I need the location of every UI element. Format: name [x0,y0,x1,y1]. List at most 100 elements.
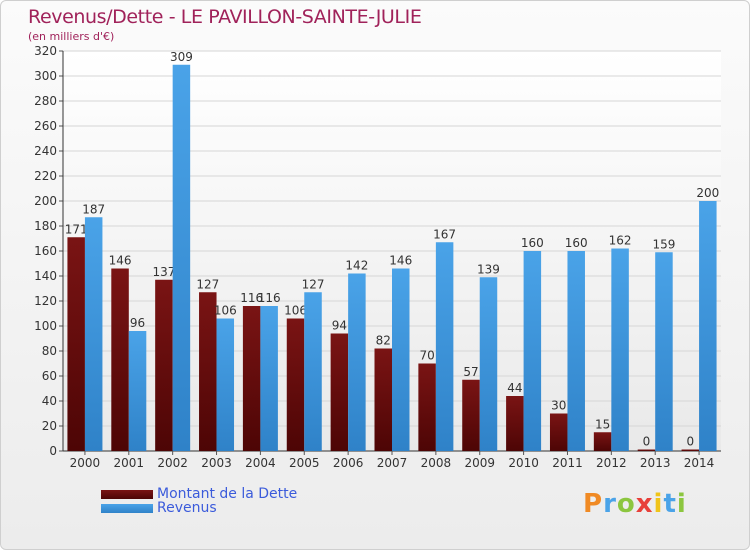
x-tick-label: 2012 [596,456,627,470]
bar-revenue [304,292,322,451]
bar-debt [549,413,568,451]
y-tick-label: 320 [34,44,57,58]
y-tick-label: 300 [34,69,57,83]
bar-revenue [435,242,454,451]
bar-debt [637,449,656,451]
data-label-revenue: 127 [302,277,325,291]
data-label-revenue: 142 [345,259,368,273]
data-label-debt: 106 [284,304,307,318]
bar-revenue [567,251,585,451]
data-label-revenue: 146 [389,254,412,268]
data-label-revenue: 159 [652,237,675,251]
bar-revenue [128,331,147,451]
bar-revenue [260,306,278,451]
bar-revenue [655,252,673,451]
data-label-debt: 70 [419,349,434,363]
legend-label-revenue: Revenus [157,500,217,516]
data-label-debt: 171 [65,222,88,236]
y-tick-label: 60 [42,369,57,383]
x-tick-label: 2001 [114,456,145,470]
y-tick-label: 20 [42,419,57,433]
data-label-revenue: 116 [258,291,281,305]
x-tick-label: 2009 [464,456,495,470]
x-tick-label: 2011 [552,456,583,470]
y-tick-label: 120 [34,294,57,308]
bar-debt [462,379,480,451]
bar-revenue [611,248,629,451]
data-label-debt: 57 [463,365,478,379]
data-label-revenue: 160 [521,236,544,250]
x-tick-label: 2006 [333,456,364,470]
y-tick-label: 80 [42,344,57,358]
x-tick-label: 2010 [508,456,539,470]
bar-revenue [84,217,103,451]
x-tick-label: 2008 [421,456,452,470]
data-label-debt: 30 [551,399,566,413]
data-label-revenue: 167 [433,227,456,241]
bar-debt [593,432,612,451]
bar-debt [418,363,436,451]
chart-subtitle: (en milliers d'€) [28,30,115,43]
x-tick-label: 2007 [377,456,408,470]
data-label-debt: 116 [240,291,263,305]
bar-debt [330,333,349,451]
bar-debt [242,306,261,451]
bar-debt [67,237,85,451]
y-tick-label: 160 [34,244,57,258]
chart-title: Revenus/Dette - LE PAVILLON-SAINTE-JULIE [28,6,422,28]
data-label-debt: 94 [332,319,347,333]
y-tick-label: 280 [34,94,57,108]
data-label-debt: 15 [595,417,610,431]
x-tick-label: 2013 [640,456,671,470]
bar-debt [286,318,305,451]
data-label-debt: 44 [507,381,522,395]
bar-debt [111,268,129,451]
y-tick-label: 40 [42,394,57,408]
bar-revenue [699,201,717,451]
bar-revenue [479,277,498,451]
proxiti-logo: Proxiti [583,489,687,519]
data-label-revenue: 96 [130,316,145,330]
x-tick-label: 2014 [684,456,715,470]
y-tick-label: 180 [34,219,57,233]
bar-debt [681,449,700,451]
y-tick-label: 260 [34,119,57,133]
bar-debt [506,396,524,451]
data-label-debt: 127 [196,277,219,291]
data-label-revenue: 160 [565,236,588,250]
bar-revenue [523,251,542,451]
bar-debt [374,348,392,451]
data-label-revenue: 187 [82,202,105,216]
y-tick-label: 200 [34,194,57,208]
legend-swatch-debt [101,490,153,499]
x-tick-label: 2002 [157,456,188,470]
data-label-debt: 82 [376,334,391,348]
x-tick-label: 2005 [289,456,320,470]
data-label-revenue: 200 [696,186,719,200]
data-label-revenue: 309 [170,50,193,64]
data-label-debt: 0 [643,435,651,449]
data-label-revenue: 162 [609,234,632,248]
bar-debt [199,292,217,451]
data-label-debt: 146 [109,254,132,268]
data-label-revenue: 139 [477,262,500,276]
data-label-debt: 0 [686,435,694,449]
y-tick-label: 220 [34,169,57,183]
y-tick-label: 140 [34,269,57,283]
legend-label-debt: Montant de la Dette [157,486,298,502]
bar-revenue [392,268,410,451]
bar-debt [155,279,173,451]
y-tick-label: 100 [34,319,57,333]
x-tick-label: 2000 [70,456,101,470]
x-tick-label: 2004 [245,456,276,470]
bar-revenue [172,64,191,451]
x-tick-label: 2003 [201,456,232,470]
bar-revenue [348,273,366,451]
data-label-revenue: 106 [214,304,237,318]
data-label-debt: 137 [152,265,175,279]
legend-swatch-revenue [101,504,153,513]
y-tick-label: 240 [34,144,57,158]
y-tick-label: 0 [49,444,57,458]
